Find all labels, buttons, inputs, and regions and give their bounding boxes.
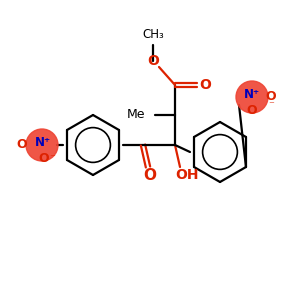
Circle shape (26, 129, 58, 161)
Text: O: O (199, 78, 211, 92)
Text: ⁻: ⁻ (268, 100, 274, 110)
Text: N⁺: N⁺ (244, 88, 260, 100)
Text: CH₃: CH₃ (142, 28, 164, 41)
Text: O: O (147, 54, 159, 68)
Text: ⁻: ⁻ (49, 153, 55, 163)
Text: O: O (266, 89, 276, 103)
Text: O: O (39, 152, 49, 164)
Circle shape (236, 81, 268, 113)
Text: Me: Me (127, 109, 145, 122)
Text: O: O (17, 137, 27, 151)
Text: O: O (143, 167, 157, 182)
Text: N⁺: N⁺ (35, 136, 51, 148)
Text: OH: OH (175, 168, 199, 182)
Text: O: O (247, 104, 257, 118)
